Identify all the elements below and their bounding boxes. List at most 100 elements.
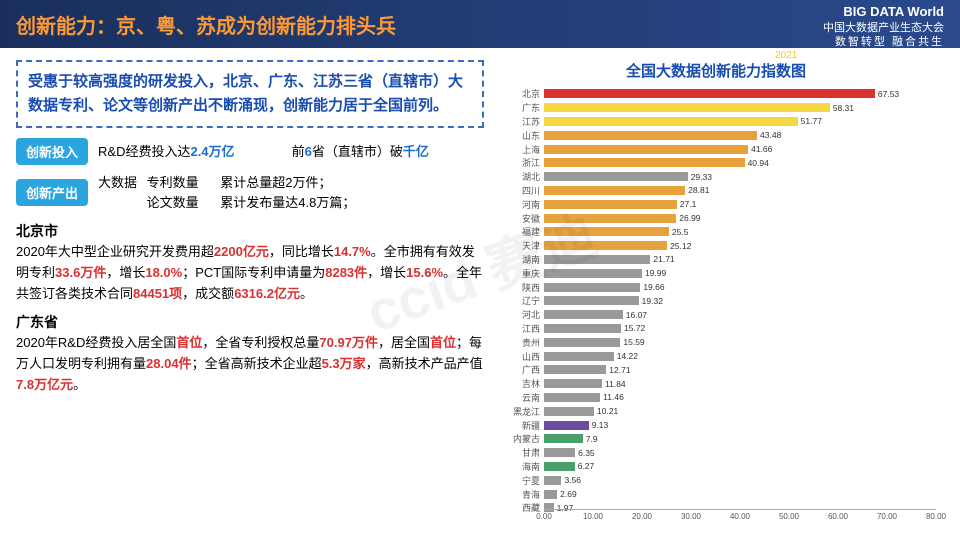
bar-row: 山东 43.48: [544, 128, 936, 142]
xtick: 50.00: [779, 512, 799, 521]
xtick: 60.00: [828, 512, 848, 521]
bar-row: 湖北 29.33: [544, 170, 936, 184]
bar-value: 40.94: [748, 158, 769, 168]
bar-value: 9.13: [592, 420, 609, 430]
input-text: R&D经费投入达2.4万亿 前6省（直辖市）破千亿: [98, 142, 484, 162]
bar-row: 北京 67.53: [544, 87, 936, 101]
bar-fill: [544, 145, 748, 154]
bar-row: 内蒙古 7.9: [544, 432, 936, 446]
guangdong-block: 广东省 2020年R&D经费投入居全国首位，全省专利授权总量70.97万件，居全…: [16, 311, 484, 396]
bar-value: 19.99: [645, 268, 666, 278]
bar-row: 海南 6.27: [544, 460, 936, 474]
bar-label: 浙江: [496, 156, 540, 169]
bar-fill: [544, 131, 757, 140]
bar-fill: [544, 227, 669, 236]
guangdong-text: 2020年R&D经费投入居全国首位，全省专利授权总量70.97万件，居全国首位；…: [16, 333, 484, 395]
bar-label: 湖南: [496, 253, 540, 266]
bar-value: 6.35: [578, 448, 595, 458]
bar-label: 青海: [496, 488, 540, 501]
bar-label: 重庆: [496, 267, 540, 280]
xtick: 20.00: [632, 512, 652, 521]
bar-label: 江西: [496, 322, 540, 335]
bar-fill: [544, 310, 623, 319]
bar-row: 青海 2.69: [544, 487, 936, 501]
bar-label: 山西: [496, 350, 540, 363]
xtick: 80.00: [926, 512, 946, 521]
chart-bars: 北京 67.53广东 58.31江苏 51.77山东 43.48上海 41.66…: [544, 87, 936, 507]
bar-row: 江西 15.72: [544, 322, 936, 336]
beijing-text: 2020年大中型企业研究开发费用超2200亿元，同比增长14.7%。全市拥有有效…: [16, 242, 484, 304]
bar-value: 67.53: [878, 89, 899, 99]
bar-value: 16.07: [626, 310, 647, 320]
bar-fill: [544, 421, 589, 430]
bar-fill: [544, 283, 640, 292]
innovation-output-row: 创新产出 大数据 专利数量论文数量 累计总量超2万件；累计发布量达4.8万篇；: [16, 173, 484, 212]
bar-fill: [544, 255, 650, 264]
bar-label: 甘肃: [496, 446, 540, 459]
event-name: 2021(第六届)中国大数据产业生态大会: [775, 49, 944, 62]
xtick: 40.00: [730, 512, 750, 521]
bar-label: 广东: [496, 101, 540, 114]
beijing-name: 北京市: [16, 220, 484, 242]
bar-value: 26.99: [679, 213, 700, 223]
bar-row: 新疆 9.13: [544, 418, 936, 432]
bar-row: 浙江 40.94: [544, 156, 936, 170]
bar-value: 19.32: [642, 296, 663, 306]
bar-row: 云南 11.46: [544, 391, 936, 405]
bar-value: 10.21: [597, 406, 618, 416]
bar-row: 甘肃 6.35: [544, 446, 936, 460]
bar-value: 58.31: [833, 103, 854, 113]
bar-fill: [544, 172, 688, 181]
bar-label: 西藏: [496, 501, 540, 514]
bar-value: 3.56: [564, 475, 581, 485]
bar-fill: [544, 407, 594, 416]
bar-label: 贵州: [496, 336, 540, 349]
bar-fill: [544, 434, 583, 443]
bar-row: 江苏 51.77: [544, 115, 936, 129]
bar-fill: [544, 352, 614, 361]
bar-value: 7.9: [586, 434, 598, 444]
bar-fill: [544, 186, 685, 195]
bar-fill: [544, 241, 667, 250]
bar-fill: [544, 379, 602, 388]
bar-label: 内蒙古: [496, 432, 540, 445]
bar-value: 43.48: [760, 130, 781, 140]
bar-fill: [544, 338, 620, 347]
bar-fill: [544, 200, 677, 209]
bar-fill: [544, 324, 621, 333]
bar-fill: [544, 214, 676, 223]
bar-row: 贵州 15.59: [544, 335, 936, 349]
header-branding: BIG DATA World中国大数据产业生态大会 数智转型 融合共生 2021…: [775, 4, 944, 62]
bar-row: 天津 25.12: [544, 239, 936, 253]
bar-label: 广西: [496, 363, 540, 376]
guangdong-name: 广东省: [16, 311, 484, 333]
output-tag: 创新产出: [16, 179, 88, 206]
bar-label: 福建: [496, 225, 540, 238]
xtick: 30.00: [681, 512, 701, 521]
bar-label: 湖北: [496, 170, 540, 183]
bar-value: 15.59: [623, 337, 644, 347]
bar-value: 12.71: [609, 365, 630, 375]
slide-title: 创新能力：京、粤、苏成为创新能力排头兵: [16, 10, 396, 39]
bar-fill: [544, 448, 575, 457]
bar-row: 四川 28.81: [544, 184, 936, 198]
bar-label: 云南: [496, 391, 540, 404]
header: 创新能力：京、粤、苏成为创新能力排头兵 BIG DATA World中国大数据产…: [0, 0, 960, 48]
bar-row: 广西 12.71: [544, 363, 936, 377]
bar-value: 25.12: [670, 241, 691, 251]
bar-row: 辽宁 19.32: [544, 294, 936, 308]
bar-value: 27.1: [680, 199, 697, 209]
main-content: 受惠于较高强度的研发投入，北京、广东、江苏三省（直辖市）大数据专利、论文等创新产…: [0, 48, 960, 540]
chart-xaxis: 0.0010.0020.0030.0040.0050.0060.0070.008…: [544, 509, 936, 527]
xtick: 10.00: [583, 512, 603, 521]
innovation-input-row: 创新投入 R&D经费投入达2.4万亿 前6省（直辖市）破千亿: [16, 138, 484, 165]
bar-value: 25.5: [672, 227, 689, 237]
bar-value: 19.66: [643, 282, 664, 292]
bar-chart: 北京 67.53广东 58.31江苏 51.77山东 43.48上海 41.66…: [496, 87, 936, 527]
xtick: 70.00: [877, 512, 897, 521]
bar-fill: [544, 158, 745, 167]
xtick: 0.00: [536, 512, 552, 521]
bar-label: 北京: [496, 87, 540, 100]
bar-row: 宁夏 3.56: [544, 473, 936, 487]
bar-fill: [544, 365, 606, 374]
